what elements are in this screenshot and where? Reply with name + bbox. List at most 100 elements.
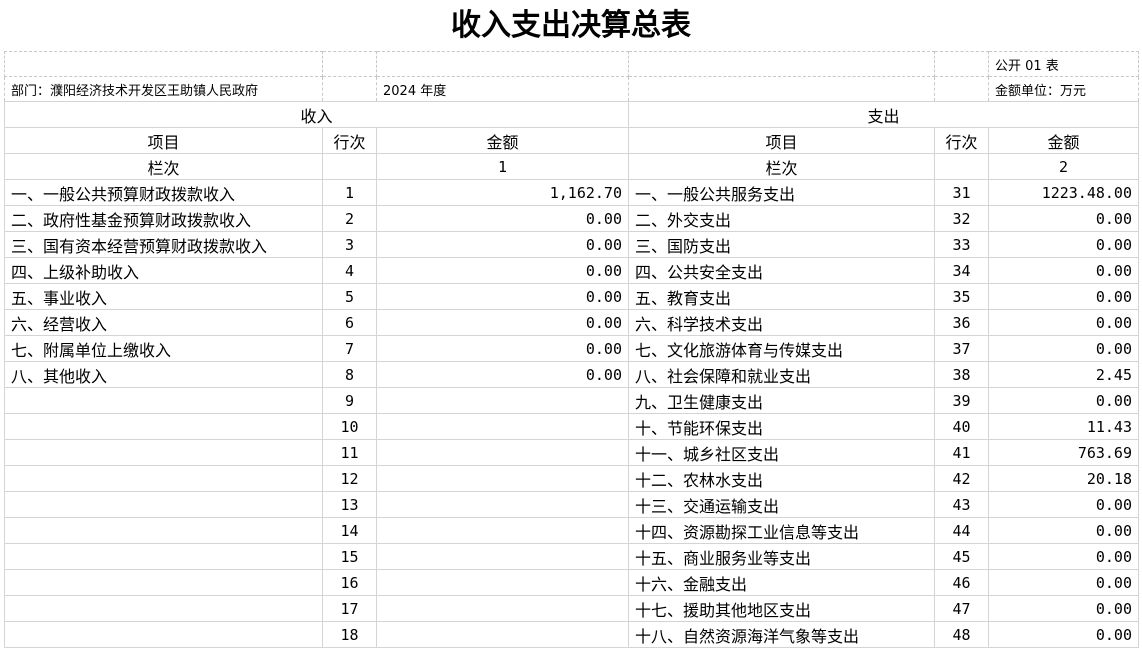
expense-amount: 0.00 (988, 569, 1139, 596)
income-item (4, 491, 323, 518)
income-line: 15 (322, 543, 377, 570)
expense-item: 二、外交支出 (628, 205, 935, 232)
income-line: 11 (322, 439, 377, 466)
expense-item: 九、卫生健康支出 (628, 387, 935, 414)
income-item (4, 517, 323, 544)
income-line: 1 (322, 179, 377, 206)
expense-item: 十二、农林水支出 (628, 465, 935, 492)
expense-item: 十七、援助其他地区支出 (628, 595, 935, 622)
income-amount: 0.00 (376, 283, 629, 310)
income-amount (376, 595, 629, 622)
income-amount (376, 621, 629, 648)
income-index-label: 栏次 (4, 153, 323, 180)
table-row: 18 十八、自然资源海洋气象等支出 48 0.00 (4, 621, 1139, 648)
income-item: 一、一般公共预算财政拨款收入 (4, 179, 323, 206)
income-line: 3 (322, 231, 377, 258)
income-amount (376, 465, 629, 492)
table-row: 16 十六、金融支出 46 0.00 (4, 569, 1139, 596)
income-line: 12 (322, 465, 377, 492)
expense-amount: 0.00 (988, 491, 1139, 518)
expense-line: 35 (934, 283, 989, 310)
department-label: 部门：濮阳经济技术开发区王助镇人民政府 (4, 76, 323, 102)
expense-line: 42 (934, 465, 989, 492)
income-amount: 0.00 (376, 335, 629, 362)
expense-col-item: 项目 (628, 127, 935, 154)
income-item: 四、上级补助收入 (4, 257, 323, 284)
expense-line: 40 (934, 413, 989, 440)
expense-col-line: 行次 (934, 127, 989, 154)
income-item (4, 465, 323, 492)
amount-unit: 金额单位：万元 (988, 76, 1139, 102)
report-title: 收入支出决算总表 (451, 8, 691, 43)
income-line: 10 (322, 413, 377, 440)
income-amount: 0.00 (376, 361, 629, 388)
expense-item: 五、教育支出 (628, 283, 935, 310)
income-item: 七、附属单位上缴收入 (4, 335, 323, 362)
expense-amount: 763.69 (988, 439, 1139, 466)
expense-index-label: 栏次 (628, 153, 935, 180)
expense-line: 48 (934, 621, 989, 648)
income-line: 17 (322, 595, 377, 622)
income-amount: 0.00 (376, 257, 629, 284)
income-amount: 0.00 (376, 231, 629, 258)
income-item (4, 387, 323, 414)
income-line: 5 (322, 283, 377, 310)
expense-amount: 2.45 (988, 361, 1139, 388)
table-row: 七、附属单位上缴收入 7 0.00 七、文化旅游体育与传媒支出 37 0.00 (4, 335, 1139, 362)
expense-amount: 1223.48.00 (988, 179, 1139, 206)
expense-header: 支出 (628, 101, 1139, 128)
income-amount: 0.00 (376, 205, 629, 232)
expense-item: 十三、交通运输支出 (628, 491, 935, 518)
expense-amount: 0.00 (988, 257, 1139, 284)
income-col-item: 项目 (4, 127, 323, 154)
expense-item: 七、文化旅游体育与传媒支出 (628, 335, 935, 362)
income-item (4, 569, 323, 596)
income-col-no: 1 (376, 153, 629, 180)
table-row: 一、一般公共预算财政拨款收入 1 1,162.70 一、一般公共服务支出 31 1223.… (4, 179, 1139, 206)
income-item: 八、其他收入 (4, 361, 323, 388)
expense-item: 十八、自然资源海洋气象等支出 (628, 621, 935, 648)
table-row: 12 十二、农林水支出 42 20.18 (4, 465, 1139, 492)
expense-line: 34 (934, 257, 989, 284)
table-row: 14 十四、资源勘探工业信息等支出 44 0.00 (4, 517, 1139, 544)
table-row: 9 九、卫生健康支出 39 0.00 (4, 387, 1139, 414)
expense-item: 十四、资源勘探工业信息等支出 (628, 517, 935, 544)
income-item: 三、国有资本经营预算财政拨款收入 (4, 231, 323, 258)
table-row: 六、经营收入 6 0.00 六、科学技术支出 36 0.00 (4, 309, 1139, 336)
expense-line: 47 (934, 595, 989, 622)
expense-item: 四、公共安全支出 (628, 257, 935, 284)
income-amount (376, 517, 629, 544)
income-line: 8 (322, 361, 377, 388)
income-line: 13 (322, 491, 377, 518)
income-header: 收入 (4, 101, 629, 128)
expense-line: 31 (934, 179, 989, 206)
table-row: 15 十五、商业服务业等支出 45 0.00 (4, 543, 1139, 570)
expense-col-no: 2 (988, 153, 1139, 180)
expense-amount: 0.00 (988, 621, 1139, 648)
expense-amount: 0.00 (988, 309, 1139, 336)
income-amount: 0.00 (376, 309, 629, 336)
table-row: 五、事业收入 5 0.00 五、教育支出 35 0.00 (4, 283, 1139, 310)
table-row: 二、政府性基金预算财政拨款收入 2 0.00 二、外交支出 32 0.00 (4, 205, 1139, 232)
income-expense-table: 公开 01 表 部门：濮阳经济技术开发区王助镇人民政府 2024 年度 金额单位：万… (4, 51, 1139, 648)
expense-item: 八、社会保障和就业支出 (628, 361, 935, 388)
income-item: 二、政府性基金预算财政拨款收入 (4, 205, 323, 232)
income-item (4, 595, 323, 622)
income-item (4, 621, 323, 648)
expense-amount: 0.00 (988, 517, 1139, 544)
expense-item: 一、一般公共服务支出 (628, 179, 935, 206)
expense-amount: 0.00 (988, 283, 1139, 310)
income-amount (376, 413, 629, 440)
income-line: 14 (322, 517, 377, 544)
table-row: 八、其他收入 8 0.00 八、社会保障和就业支出 38 2.45 (4, 361, 1139, 388)
expense-line: 43 (934, 491, 989, 518)
expense-line: 44 (934, 517, 989, 544)
table-row: 17 十七、援助其他地区支出 47 0.00 (4, 595, 1139, 622)
expense-amount: 11.43 (988, 413, 1139, 440)
expense-line: 36 (934, 309, 989, 336)
income-amount (376, 387, 629, 414)
expense-line: 46 (934, 569, 989, 596)
table-row: 10 十、节能环保支出 40 11.43 (4, 413, 1139, 440)
expense-line: 37 (934, 335, 989, 362)
table-row: 三、国有资本经营预算财政拨款收入 3 0.00 三、国防支出 33 0.00 (4, 231, 1139, 258)
